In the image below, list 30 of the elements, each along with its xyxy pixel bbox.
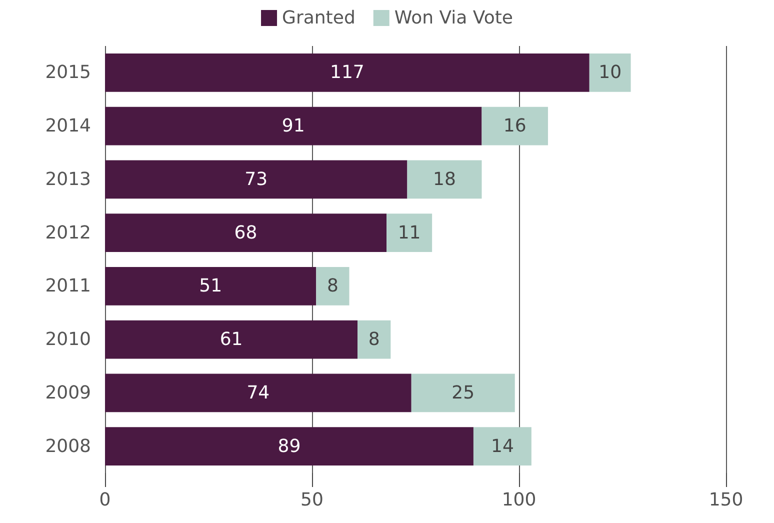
x-tick-label: 50 [300,490,324,510]
data-label: 18 [433,168,456,190]
data-label: 8 [326,276,338,297]
y-tick-label: 2012 [45,222,91,244]
y-tick-label: 2010 [45,329,91,350]
y-tick-label: 2011 [45,276,91,297]
data-label: 61 [220,329,243,350]
data-label: 89 [278,436,301,457]
data-label: 8 [368,329,380,350]
y-tick-label: 2008 [45,436,91,457]
y-tick-label: 2009 [45,382,91,404]
legend-label: Granted [282,8,356,28]
data-label: 91 [282,116,305,137]
data-label: 10 [598,62,622,84]
data-label: 25 [452,382,475,404]
data-label: 73 [244,168,268,190]
y-tick-label: 2015 [45,62,91,84]
data-label: 68 [234,222,258,244]
x-tick-label: 0 [99,490,111,510]
data-label: 11 [398,222,421,244]
y-tick-label: 2013 [45,168,91,190]
data-label: 117 [330,62,364,84]
x-tick-label: 150 [708,490,744,510]
data-label: 51 [199,276,222,297]
y-tick-label: 2014 [45,116,91,137]
data-label: 74 [246,382,270,404]
legend-label: Won Via Vote [394,8,513,28]
x-tick-label: 100 [502,490,536,510]
data-label: 16 [503,116,526,137]
data-label: 14 [490,436,514,457]
